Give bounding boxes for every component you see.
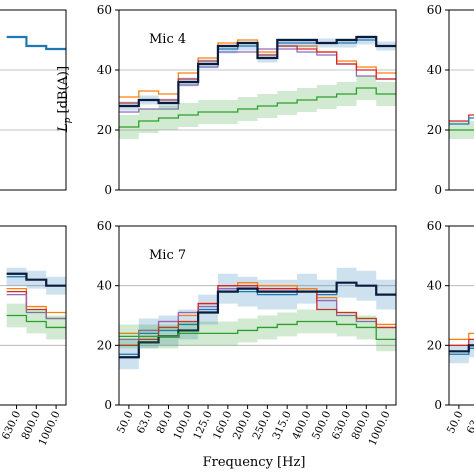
y-axis-label: Lp [dB(A)] xyxy=(56,66,73,133)
panel-left-top xyxy=(0,9,67,191)
y-tick-label: 60 xyxy=(427,219,442,233)
series-line-3 xyxy=(449,344,474,353)
axes-frame xyxy=(0,9,67,191)
x-tick-label: 63.0 xyxy=(465,409,474,435)
series-line-2 xyxy=(449,117,474,125)
series-line-5 xyxy=(119,87,396,128)
y-tick-label: 20 xyxy=(97,338,112,352)
series-line-5 xyxy=(6,314,66,329)
y-tick-label: 0 xyxy=(434,398,442,412)
series-line-5 xyxy=(119,320,396,341)
y-tick-label: 60 xyxy=(427,3,442,17)
axes-frame xyxy=(448,225,474,406)
series-line-0 xyxy=(119,39,396,98)
y-tick-label: 0 xyxy=(104,398,112,412)
axes-frame xyxy=(118,9,397,191)
y-tick-label: 20 xyxy=(427,123,442,137)
series-line-0 xyxy=(6,35,66,51)
y-tick-label: 60 xyxy=(97,3,112,17)
axes-frame xyxy=(118,225,397,406)
y-tick-label: 60 xyxy=(97,219,112,233)
y-tick-label: 40 xyxy=(97,63,112,77)
y-tick-label: 0 xyxy=(104,183,112,197)
plot-area: 0 20 40 60 Mic 4 0 20 40 60 50.063.080.0100.0125.… xyxy=(0,3,474,448)
series-band xyxy=(449,339,474,364)
panel-right-bottom: 020406050.063.080.0100.0125.0160.0200.02… xyxy=(427,219,474,435)
axes-frame xyxy=(0,225,67,406)
gridlines xyxy=(449,285,474,346)
y-tick-label: 20 xyxy=(427,338,442,352)
y-tick-label: 0 xyxy=(434,183,442,197)
x-tick-label: 80.0 xyxy=(154,409,175,435)
x-tick-label: 50.0 xyxy=(445,409,466,435)
series-line-0 xyxy=(449,129,474,131)
panel-title: Mic 7 xyxy=(149,248,186,263)
y-tick-label: 20 xyxy=(97,123,112,137)
series-line-4 xyxy=(119,35,396,108)
series-line-3 xyxy=(119,285,396,346)
series-band xyxy=(6,267,67,295)
gridlines xyxy=(119,69,396,131)
series-line-4 xyxy=(6,293,66,320)
x-tick-label: 50.0 xyxy=(115,409,136,435)
x-axis-label: Frequency [Hz] xyxy=(203,455,306,470)
gridlines xyxy=(0,285,66,346)
x-tick-label: 63.0 xyxy=(135,409,156,435)
series-line-2 xyxy=(449,338,474,346)
series-line-0 xyxy=(449,347,474,355)
series-line-2 xyxy=(6,287,66,314)
y-tick-label: 40 xyxy=(97,279,112,293)
axes-frame xyxy=(448,9,474,191)
series-band xyxy=(119,267,396,370)
panel-title: Mic 4 xyxy=(149,32,186,47)
panel-left-bottom: 50.063.080.0100.0125.0160.0200.0250.0315… xyxy=(0,225,67,448)
y-tick-label: 40 xyxy=(427,63,442,77)
series-line-1 xyxy=(449,332,474,341)
panel-mic4: 0 20 40 60 Mic 4 xyxy=(97,3,397,197)
series-line-1 xyxy=(6,272,66,287)
gridlines xyxy=(0,69,66,131)
panel-right-top: 0 20 40 60 xyxy=(427,3,474,197)
series-line-1 xyxy=(449,114,474,122)
y-tick-label: 40 xyxy=(427,279,442,293)
